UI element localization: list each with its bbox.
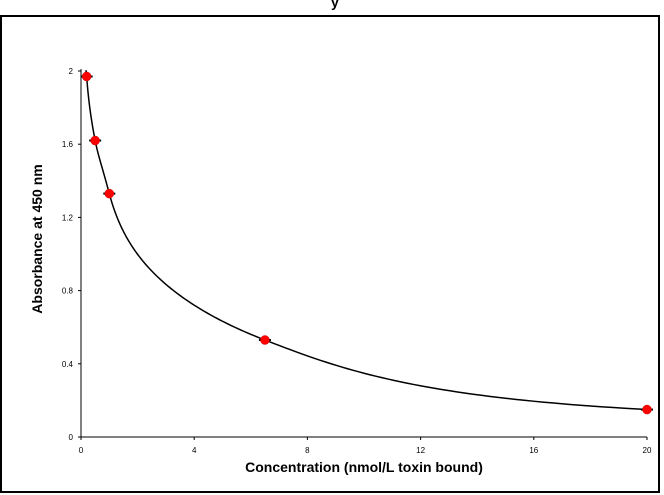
y-tick-label: 2 xyxy=(69,67,74,76)
data-point xyxy=(260,335,270,345)
data-point xyxy=(90,135,100,146)
y-axis-title: Absorbance at 450 nm xyxy=(29,164,45,313)
data-points-layer xyxy=(80,71,653,415)
y-tick-label: 1.6 xyxy=(62,140,74,149)
x-tick-label: 12 xyxy=(416,446,425,455)
data-point xyxy=(642,404,652,415)
x-axis-title: Concentration (nmol/L toxin bound) xyxy=(245,459,483,475)
y-tick-label: 0 xyxy=(69,433,74,442)
data-point xyxy=(81,71,92,82)
y-tick-label: 0.4 xyxy=(62,360,74,369)
title-fragment-text: y xyxy=(331,0,339,10)
fit-curve-layer xyxy=(85,70,648,411)
x-tick-label: 20 xyxy=(643,446,652,455)
chart-frame xyxy=(0,15,660,493)
axes xyxy=(78,69,648,440)
x-tick-label: 4 xyxy=(192,446,197,455)
title-fragment: y xyxy=(0,0,664,14)
x-tick-label: 8 xyxy=(305,446,310,455)
x-tick-label: 0 xyxy=(79,446,84,455)
fit-curve-line xyxy=(85,70,648,411)
data-point xyxy=(104,188,115,199)
x-tick-label: 16 xyxy=(529,446,538,455)
y-tick-label: 1.2 xyxy=(62,213,74,222)
y-tick-label: 0.8 xyxy=(62,287,74,296)
